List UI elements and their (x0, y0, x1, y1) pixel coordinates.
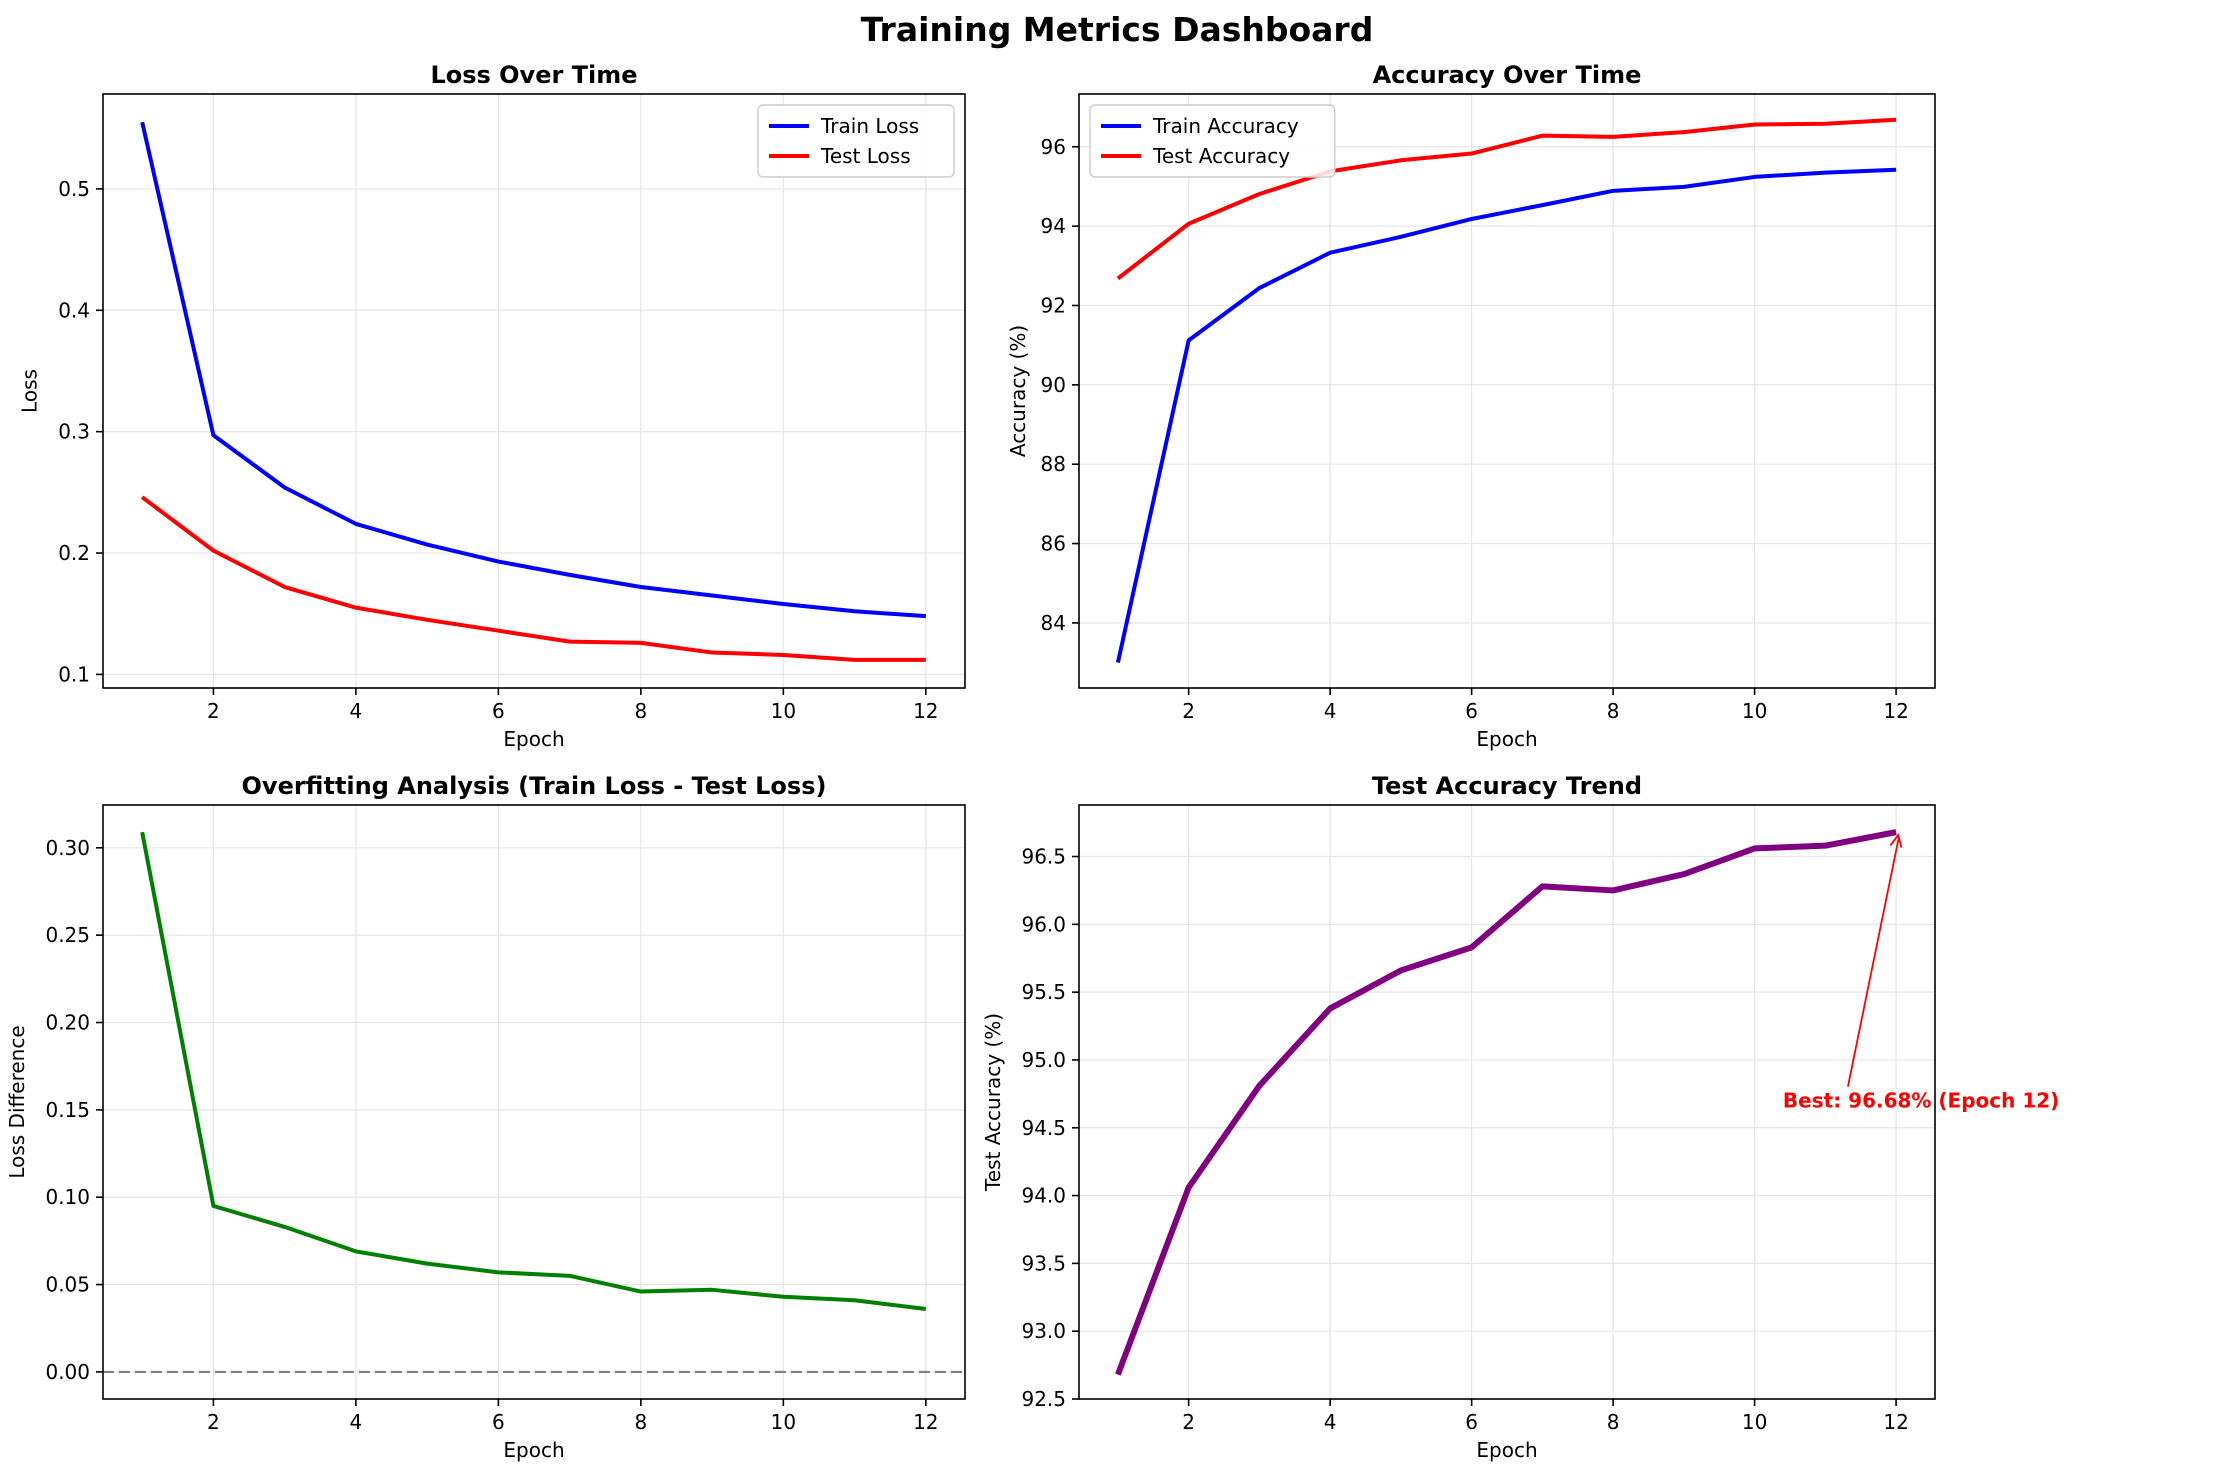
chart-title: Overfitting Analysis (Train Loss - Test … (242, 772, 827, 800)
y-tick-label: 0.4 (58, 298, 90, 322)
overfitting-analysis-chart: 2 4 6 8 10 12 0.00 0.05 0.10 0.15 0.20 0.25 0.30 Over… (5, 772, 966, 1462)
y-tick-label: 84 (1041, 611, 1066, 635)
y-tick-label: 0.10 (45, 1185, 90, 1209)
y-tick-label: 86 (1041, 532, 1066, 556)
y-tick-label: 0.5 (58, 177, 90, 201)
y-tick-label: 94 (1041, 214, 1066, 238)
annotation-arrow (1847, 835, 1900, 1087)
x-tick-label: 10 (771, 1410, 796, 1434)
x-tick-label: 6 (1465, 699, 1478, 723)
axes-frame (102, 93, 966, 689)
x-tick-label: 8 (1607, 699, 1620, 723)
y-tick-label: 96 (1041, 135, 1066, 159)
y-tick-label: 0.25 (45, 923, 90, 947)
loss-over-time-chart: 2 4 6 8 10 12 0.1 0.2 0.3 0.4 0.5 Loss Over Time Epo… (18, 61, 966, 751)
x-tick-label: 8 (634, 699, 647, 723)
x-tick-label: 4 (1324, 1410, 1337, 1434)
legend-label: Test Accuracy (1152, 144, 1290, 168)
series-line-series-0 (1115, 829, 1897, 1376)
x-tick-label: 12 (913, 699, 938, 723)
annotation-arrow-head (1889, 833, 1903, 848)
x-tick-label: 12 (913, 1410, 938, 1434)
y-tick-label: 88 (1041, 452, 1066, 476)
x-tick-label: 2 (1182, 699, 1195, 723)
y-tick-label: 96.0 (1021, 912, 1066, 936)
y-tick-label: 95.5 (1021, 980, 1066, 1004)
best-accuracy-annotation: Best: 96.68% (Epoch 12) (1783, 1089, 2059, 1113)
x-tick-label: 12 (1883, 699, 1908, 723)
series-line-test-loss (140, 495, 926, 662)
legend-box (1089, 104, 1336, 178)
x-tick-label: 8 (1607, 1410, 1620, 1434)
x-axis-label: Epoch (503, 1438, 564, 1462)
y-tick-label: 0.20 (45, 1011, 90, 1035)
y-tick-label: 0.05 (45, 1273, 90, 1297)
x-tick-label: 2 (1182, 1410, 1195, 1434)
y-tick-label: 92 (1041, 293, 1066, 317)
x-axis-label: Epoch (503, 727, 564, 751)
y-tick-label: 0.30 (45, 836, 90, 860)
accuracy-over-time-chart: 2 4 6 8 10 12 84 86 88 90 92 94 96 Accuracy Over Time… (1006, 61, 1936, 751)
x-tick-label: 6 (492, 1410, 505, 1434)
chart-title: Loss Over Time (430, 61, 637, 89)
series-line-train-accuracy (1115, 167, 1897, 664)
x-axis-label: Epoch (1476, 1438, 1537, 1462)
axes-frame (1078, 93, 1936, 689)
legend-label: Train Loss (820, 114, 919, 138)
x-tick-label: 2 (207, 699, 220, 723)
series-line-series-0 (140, 831, 927, 1312)
series-line-train-loss (140, 121, 926, 619)
y-tick-label: 0.00 (45, 1360, 90, 1384)
chart-title: Accuracy Over Time (1373, 61, 1642, 89)
y-tick-label: 96.5 (1021, 845, 1066, 869)
y-tick-label: 0.3 (58, 420, 90, 444)
y-tick-label: 0.15 (45, 1098, 90, 1122)
y-tick-label: 0.2 (58, 541, 90, 565)
y-axis-label: Test Accuracy (%) (981, 1013, 1005, 1192)
x-tick-label: 8 (634, 1410, 647, 1434)
y-tick-label: 93.5 (1021, 1251, 1066, 1275)
series-line-test-accuracy (1116, 117, 1897, 281)
y-tick-label: 93.0 (1021, 1319, 1066, 1343)
axes-frame (102, 804, 966, 1400)
legend-label: Test Loss (820, 144, 911, 168)
x-tick-label: 6 (492, 699, 505, 723)
test-accuracy-trend-chart: 2 4 6 8 10 12 92.5 93.0 93.5 94.0 94.5 95.0 95.5 96.0… (981, 772, 2059, 1462)
figure-suptitle: Training Metrics Dashboard (861, 10, 1374, 49)
legend-label: Train Accuracy (1152, 114, 1299, 138)
y-tick-label: 90 (1041, 373, 1066, 397)
x-axis-label: Epoch (1476, 727, 1537, 751)
legend: Train Accuracy Test Accuracy (1089, 104, 1336, 178)
legend-box (757, 104, 955, 178)
x-tick-label: 10 (1742, 1410, 1767, 1434)
y-tick-label: 95.0 (1021, 1048, 1066, 1072)
y-tick-label: 0.1 (58, 662, 90, 686)
x-tick-label: 10 (1742, 699, 1767, 723)
x-tick-label: 12 (1883, 1410, 1908, 1434)
y-axis-label: Loss Difference (5, 1025, 29, 1178)
x-tick-label: 2 (207, 1410, 220, 1434)
y-tick-label: 94.0 (1021, 1184, 1066, 1208)
y-axis-label: Loss (18, 369, 42, 413)
x-tick-label: 4 (1324, 699, 1337, 723)
x-tick-label: 4 (350, 1410, 363, 1434)
axes-frame (1078, 804, 1936, 1400)
y-tick-label: 94.5 (1021, 1116, 1066, 1140)
y-tick-label: 92.5 (1021, 1387, 1066, 1411)
y-axis-label: Accuracy (%) (1006, 325, 1030, 457)
x-tick-label: 4 (350, 699, 363, 723)
chart-title: Test Accuracy Trend (1372, 772, 1642, 800)
x-tick-label: 6 (1465, 1410, 1478, 1434)
x-tick-label: 10 (771, 699, 796, 723)
legend: Train Loss Test Loss (757, 104, 955, 178)
